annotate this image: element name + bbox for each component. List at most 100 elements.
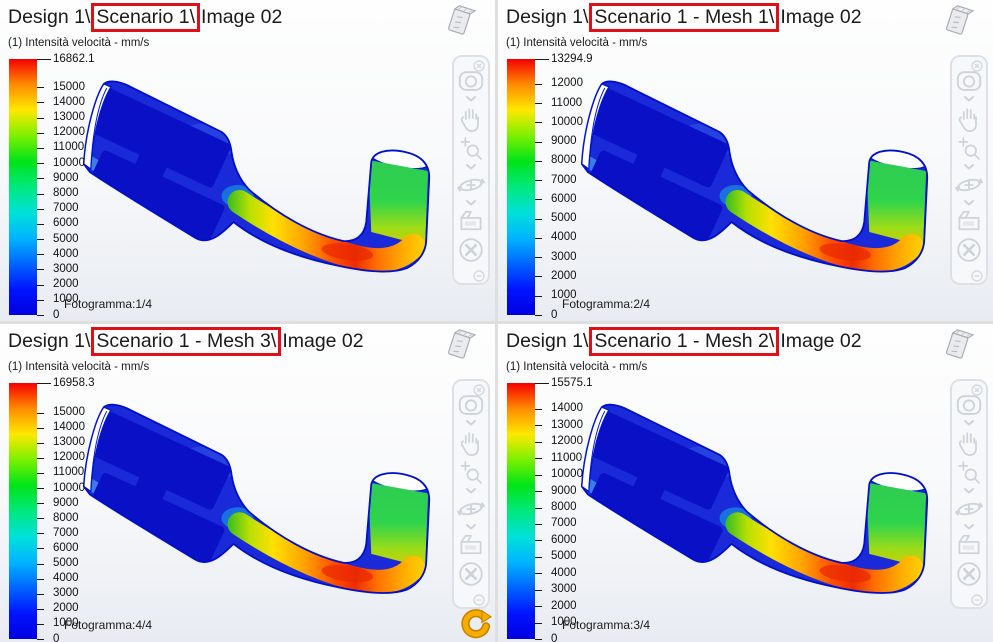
legend-tick — [37, 102, 44, 104]
zoom-window-icon — [954, 69, 984, 94]
toolbar-close-icon[interactable] — [473, 383, 485, 395]
legend-tick-label: 2000 — [551, 599, 577, 612]
legend-tick-label: 0 — [53, 308, 60, 321]
pan-button[interactable] — [457, 104, 485, 132]
zoom-window-button[interactable] — [954, 393, 984, 418]
flyout-chevron[interactable] — [964, 420, 974, 426]
legend-tick — [535, 491, 542, 493]
orbit-button[interactable] — [455, 172, 487, 198]
zoom-button[interactable] — [955, 134, 983, 162]
zoom-window-icon — [456, 393, 486, 418]
toolbar-close-icon[interactable] — [971, 383, 983, 395]
legend-tick — [535, 425, 542, 427]
frame-counter: Fotogramma:2/4 — [562, 297, 651, 311]
legend-tick — [37, 518, 44, 520]
scenario-highlight-box: Scenario 1 - Mesh 3\ — [91, 327, 282, 356]
toolbar-close-icon[interactable] — [473, 59, 485, 71]
legend-tick — [535, 83, 542, 85]
legend-tick — [37, 284, 44, 286]
flyout-chevron[interactable] — [466, 96, 476, 102]
flyout-chevron[interactable] — [964, 164, 974, 170]
refresh-icon[interactable] — [461, 609, 492, 640]
legend-tick — [37, 442, 44, 444]
legend-tick — [37, 59, 51, 60]
legend-tick-label: 9000 — [551, 135, 577, 148]
legend-tick — [535, 103, 542, 105]
zoom-window-button[interactable] — [456, 393, 486, 418]
legend-tick-label: 14000 — [53, 95, 85, 108]
legend-title: (1) Intensità velocità - mm/s — [8, 37, 150, 49]
legend-tick-label: 6000 — [53, 541, 79, 554]
viewport-title: Design 1\ Scenario 1\ Image 02 — [8, 3, 282, 32]
pan-button[interactable] — [955, 104, 983, 132]
flyout-chevron[interactable] — [466, 488, 476, 494]
chevron-down-icon — [964, 96, 974, 102]
legend-tick — [535, 606, 542, 608]
chevron-down-icon — [964, 420, 974, 426]
legend-tick-label: 10000 — [551, 115, 583, 128]
toolbar-collapse-icon[interactable] — [473, 593, 485, 605]
pan-button[interactable] — [955, 428, 983, 456]
section-view-button[interactable] — [457, 208, 485, 233]
zoom-button[interactable] — [955, 458, 983, 486]
view-toolbar — [452, 55, 490, 285]
zoom-icon — [457, 458, 485, 486]
section-view-button[interactable] — [955, 208, 983, 233]
legend-tick-label: 2000 — [53, 278, 79, 291]
legend-tick-label: 3000 — [53, 262, 79, 275]
cancel-icon — [954, 559, 984, 589]
legend-tick — [37, 254, 44, 256]
toolbar-collapse-icon[interactable] — [971, 269, 983, 281]
legend-tick-label: 12000 — [53, 126, 85, 139]
zoom-button[interactable] — [457, 134, 485, 162]
deactivate-button[interactable] — [456, 559, 486, 589]
viewport-bottom-right[interactable]: Design 1\ Scenario 1 - Mesh 2\ Image 02 (1… — [498, 324, 993, 642]
legend-tick-label: 2000 — [551, 269, 577, 282]
legend-tick — [535, 540, 542, 542]
deactivate-button[interactable] — [954, 559, 984, 589]
legend-tick — [535, 199, 542, 201]
toolbar-close-icon[interactable] — [971, 59, 983, 71]
zoom-window-button[interactable] — [954, 69, 984, 94]
legend-tick-label: 7000 — [53, 202, 79, 215]
legend-tick-label: 3000 — [551, 583, 577, 596]
flyout-chevron[interactable] — [964, 488, 974, 494]
flyout-chevron[interactable] — [964, 96, 974, 102]
deactivate-button[interactable] — [954, 235, 984, 265]
flyout-chevron[interactable] — [466, 164, 476, 170]
flyout-chevron[interactable] — [466, 200, 476, 206]
pan-button[interactable] — [457, 428, 485, 456]
toolbar-collapse-icon[interactable] — [971, 593, 983, 605]
legend-tick-label: 5000 — [53, 557, 79, 570]
orbit-button[interactable] — [455, 496, 487, 522]
title-suffix: Image 02 — [780, 6, 862, 28]
legend-tick — [37, 578, 44, 580]
legend-tick-label: 16862.1 — [53, 53, 95, 65]
orbit-button[interactable] — [953, 496, 985, 522]
legend-tick — [535, 408, 542, 410]
deactivate-button[interactable] — [456, 235, 486, 265]
viewport-top-left[interactable]: Design 1\ Scenario 1\ Image 02 (1) Intensi… — [0, 0, 495, 321]
title-suffix: Image 02 — [201, 6, 283, 28]
section-view-button[interactable] — [457, 532, 485, 557]
section-view-icon — [955, 208, 983, 233]
velocity-colorbar: 15575.1 14000 13000 12000 11000 10000 9000 8000… — [507, 377, 627, 642]
zoom-window-button[interactable] — [456, 69, 486, 94]
chevron-down-icon — [466, 420, 476, 426]
legend-tick-label: 2000 — [53, 602, 79, 615]
legend-tick — [535, 160, 542, 162]
viewport-top-right[interactable]: Design 1\ Scenario 1 - Mesh 1\ Image 02 (1… — [498, 0, 993, 321]
zoom-button[interactable] — [457, 458, 485, 486]
legend-tick-label: 7000 — [53, 526, 79, 539]
flyout-chevron[interactable] — [466, 420, 476, 426]
legend-tick-label: 5000 — [53, 232, 79, 245]
toolbar-collapse-icon[interactable] — [473, 269, 485, 281]
legend-tick — [535, 441, 542, 443]
viewport-bottom-left[interactable]: Design 1\ Scenario 1 - Mesh 3\ Image 02 (1… — [0, 324, 495, 642]
legend-tick-label: 13000 — [53, 111, 85, 124]
section-view-button[interactable] — [955, 532, 983, 557]
flyout-chevron[interactable] — [964, 200, 974, 206]
flyout-chevron[interactable] — [964, 524, 974, 530]
flyout-chevron[interactable] — [466, 524, 476, 530]
orbit-button[interactable] — [953, 172, 985, 198]
